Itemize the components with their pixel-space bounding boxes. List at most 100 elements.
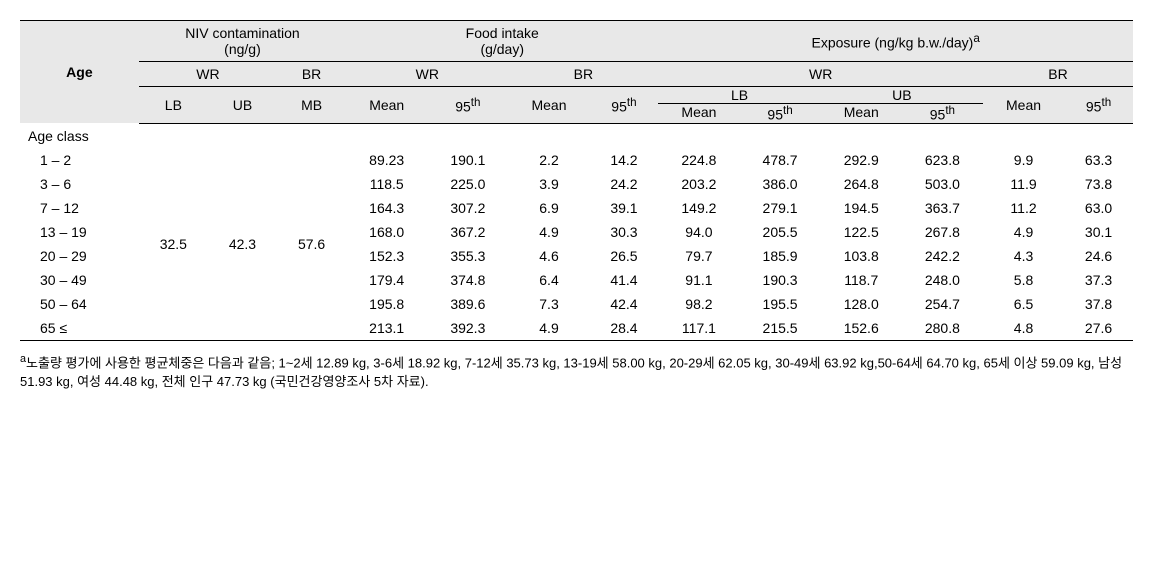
col-95: 95th (1064, 87, 1133, 124)
cell-empty (277, 172, 346, 196)
cell-empty (139, 148, 208, 172)
cell-age: 3 – 6 (20, 172, 139, 196)
cell-age: 7 – 12 (20, 196, 139, 220)
cell-value: 24.6 (1064, 244, 1133, 268)
col-age: Age (20, 21, 139, 124)
cell-value: 4.9 (508, 220, 589, 244)
cell-value: 118.5 (346, 172, 427, 196)
cell-age: 50 – 64 (20, 292, 139, 316)
header-row-3: LB UB MB Mean 95th Mean 95th LB Mean95th… (20, 87, 1133, 124)
cell-value: 478.7 (740, 148, 821, 172)
cell-empty (277, 196, 346, 220)
cell-value: 185.9 (740, 244, 821, 268)
cell-value: 205.5 (740, 220, 821, 244)
cell-value: 28.4 (590, 316, 659, 341)
cell-value: 623.8 (902, 148, 983, 172)
cell-value: 122.5 (821, 220, 902, 244)
cell-value: 6.4 (508, 268, 589, 292)
cell-age: 1 – 2 (20, 148, 139, 172)
cell-value: 292.9 (821, 148, 902, 172)
cell-value: 6.9 (508, 196, 589, 220)
col-niv-wr: WR (139, 62, 277, 87)
cell-value: 152.6 (821, 316, 902, 341)
cell-value: 386.0 (740, 172, 821, 196)
cell-empty (277, 148, 346, 172)
cell-value: 224.8 (658, 148, 739, 172)
col-exp-wr: WR (658, 62, 983, 87)
cell-value: 63.0 (1064, 196, 1133, 220)
table-body: Age class1 – 289.23190.12.214.2224.8478.… (20, 123, 1133, 340)
cell-value: 4.9 (983, 220, 1064, 244)
cell-value: 27.6 (1064, 316, 1133, 341)
col-food: Food intake (g/day) (346, 21, 658, 62)
cell-value: 11.9 (983, 172, 1064, 196)
age-class-row: Age class (20, 123, 1133, 148)
header-row-1: Age NIV contamination (ng/g) Food intake… (20, 21, 1133, 62)
table-row: 1 – 289.23190.12.214.2224.8478.7292.9623… (20, 148, 1133, 172)
cell-value: 279.1 (740, 196, 821, 220)
cell-value: 24.2 (590, 172, 659, 196)
cell-value: 94.0 (658, 220, 739, 244)
cell-value: 190.3 (740, 268, 821, 292)
cell-value: 79.7 (658, 244, 739, 268)
header-row-2: WR BR WR BR WR BR (20, 62, 1133, 87)
cell-value: 242.2 (902, 244, 983, 268)
cell-empty (208, 196, 277, 220)
cell-value: 37.8 (1064, 292, 1133, 316)
cell-value: 149.2 (658, 196, 739, 220)
col-mb: MB (277, 87, 346, 124)
cell-value: 37.3 (1064, 268, 1133, 292)
cell-empty (277, 292, 346, 316)
cell-value: 267.8 (902, 220, 983, 244)
cell-value: 7.3 (508, 292, 589, 316)
col-exp-lb: LB Mean95th (658, 87, 820, 124)
age-class-label: Age class (20, 123, 1133, 148)
cell-empty (208, 268, 277, 292)
col-mean: Mean (983, 87, 1064, 124)
col-exp-br: BR (983, 62, 1133, 87)
cell-contam-lb: 32.5 (139, 220, 208, 268)
cell-value: 98.2 (658, 292, 739, 316)
cell-value: 280.8 (902, 316, 983, 341)
cell-value: 164.3 (346, 196, 427, 220)
cell-value: 2.2 (508, 148, 589, 172)
cell-empty (208, 148, 277, 172)
cell-value: 3.9 (508, 172, 589, 196)
cell-value: 152.3 (346, 244, 427, 268)
cell-value: 248.0 (902, 268, 983, 292)
footnote-text: 노출량 평가에 사용한 평균체중은 다음과 같음; 1~2세 12.89 kg,… (20, 355, 1122, 390)
cell-empty (208, 292, 277, 316)
cell-value: 4.6 (508, 244, 589, 268)
cell-value: 103.8 (821, 244, 902, 268)
cell-value: 5.8 (983, 268, 1064, 292)
cell-value: 254.7 (902, 292, 983, 316)
cell-value: 190.1 (427, 148, 508, 172)
cell-value: 307.2 (427, 196, 508, 220)
table-row: 3 – 6118.5225.03.924.2203.2386.0264.8503… (20, 172, 1133, 196)
cell-value: 4.9 (508, 316, 589, 341)
cell-value: 14.2 (590, 148, 659, 172)
cell-value: 117.1 (658, 316, 739, 341)
col-exposure: Exposure (ng/kg b.w./day)a (658, 21, 1133, 62)
cell-value: 128.0 (821, 292, 902, 316)
cell-value: 4.3 (983, 244, 1064, 268)
col-niv: NIV contamination (ng/g) (139, 21, 346, 62)
cell-empty (208, 172, 277, 196)
cell-value: 91.1 (658, 268, 739, 292)
cell-value: 42.4 (590, 292, 659, 316)
cell-value: 363.7 (902, 196, 983, 220)
cell-value: 195.8 (346, 292, 427, 316)
col-mean: Mean (346, 87, 427, 124)
col-exp-ub: UB Mean95th (821, 87, 983, 124)
cell-value: 118.7 (821, 268, 902, 292)
cell-contam-mb: 57.6 (277, 220, 346, 268)
col-niv-br: BR (277, 62, 346, 87)
cell-value: 11.2 (983, 196, 1064, 220)
col-food-br: BR (508, 62, 658, 87)
cell-value: 374.8 (427, 268, 508, 292)
cell-empty (277, 316, 346, 341)
cell-value: 264.8 (821, 172, 902, 196)
table-row: 13 – 1932.542.357.6168.0367.24.930.394.0… (20, 220, 1133, 244)
cell-age: 20 – 29 (20, 244, 139, 268)
table-row: 30 – 49179.4374.86.441.491.1190.3118.724… (20, 268, 1133, 292)
